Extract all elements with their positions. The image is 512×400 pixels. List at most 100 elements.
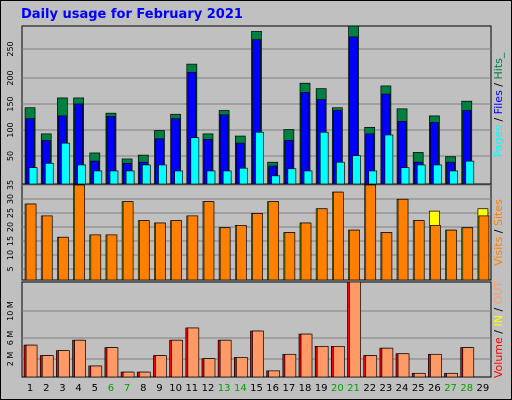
out-bar: [122, 371, 135, 378]
out-bar: [397, 353, 410, 378]
y-tick-label: 30: [6, 194, 15, 204]
visits-bar: [138, 220, 150, 281]
visits-bar: [381, 232, 393, 281]
legend-entry: Visits: [492, 236, 505, 265]
out-bar: [316, 346, 329, 378]
y-tick-label: 25: [6, 208, 15, 218]
pages-bar: [416, 164, 426, 185]
legend-entry: Hits: [492, 58, 505, 80]
day-label: 18: [299, 383, 312, 394]
out-bar: [430, 353, 442, 378]
day-label: 28: [460, 383, 473, 394]
legend: Pages / Files / Hits_: [492, 52, 505, 157]
day-label: 12: [202, 383, 215, 394]
day-label: 6: [108, 383, 114, 394]
y-tick-label: 200: [6, 70, 15, 85]
out-bar: [90, 365, 103, 378]
out-bar: [171, 339, 183, 378]
day-axis: 1 2 3 4 5 6 7 8 9 10 11 12 13 14 15 16 17 18 19 20 21 22 23 24 2…: [27, 383, 489, 394]
y-tick-label: 150: [6, 96, 15, 111]
pages-bar: [303, 170, 313, 185]
out-bar: [365, 355, 378, 378]
day-label: 10: [169, 383, 182, 394]
day-label: 14: [234, 383, 247, 394]
day-label: 13: [218, 383, 231, 394]
out-bar: [252, 330, 264, 378]
pages-bar: [93, 170, 103, 185]
pages-bar: [206, 170, 216, 185]
y-tick-label: 5: [6, 266, 15, 271]
pages-bar: [465, 160, 475, 185]
visits-bar: [187, 215, 199, 281]
visits-bar: [106, 234, 118, 281]
legend-entry: Files: [492, 90, 505, 114]
out-bar: [106, 347, 119, 378]
visits-bar: [478, 215, 490, 281]
pages-bar: [433, 164, 442, 185]
pages-bar: [190, 137, 200, 185]
day-label: 22: [363, 383, 376, 394]
visits-bar: [413, 220, 425, 281]
day-label: 9: [156, 383, 162, 394]
visits-bar: [122, 201, 134, 281]
pages-bar: [222, 170, 232, 185]
visits-bar: [74, 184, 85, 281]
visits-bar: [300, 222, 312, 281]
out-bar: [74, 339, 86, 378]
day-label: 29: [477, 383, 490, 394]
day-label: 21: [347, 383, 360, 394]
visits-bar: [235, 225, 247, 281]
y-tick-label: 6 M: [6, 331, 15, 346]
visits-bar: [397, 198, 409, 281]
pages-bar: [44, 162, 54, 185]
out-bar: [413, 372, 426, 378]
files-bar: [300, 92, 310, 185]
out-bar: [203, 358, 216, 378]
day-label: 8: [140, 383, 146, 394]
visits-bar: [25, 203, 37, 281]
visits-bar: [284, 232, 296, 281]
y-tick-label: 100: [6, 122, 15, 137]
day-label: 3: [59, 383, 65, 394]
day-label: 27: [444, 383, 457, 394]
out-bar: [333, 346, 345, 378]
visits-bar: [349, 229, 360, 281]
day-label: 20: [331, 383, 344, 394]
visits-bar: [90, 234, 102, 281]
out-bar: [138, 371, 151, 378]
visits-sites-panel: 5 10 15 20 25 30 35 Visits / Sites: [6, 180, 505, 281]
pages-bar: [368, 170, 378, 185]
legend-entry: OUT: [492, 281, 505, 305]
visits-bar: [203, 201, 215, 281]
chart-title: Daily usage for February 2021: [21, 7, 243, 22]
out-bar: [300, 333, 313, 378]
visits-bar: [430, 225, 441, 281]
y-tick-label: 35: [6, 180, 15, 190]
y-tick-label: 10: [6, 250, 15, 260]
y-tick-label: 50: [6, 151, 15, 161]
visits-bar: [219, 227, 231, 281]
out-bar: [284, 353, 297, 378]
pages-bar: [174, 170, 183, 185]
visits-bar: [462, 227, 474, 281]
day-label: 5: [92, 383, 98, 394]
legend: Volume / IN / OUT: [492, 281, 505, 379]
day-label: 25: [412, 383, 425, 394]
day-label: 1: [27, 383, 33, 394]
legend-entry: /: [492, 304, 505, 315]
day-label: 15: [250, 383, 263, 394]
legend-entry: Sites: [492, 199, 505, 226]
chart-panels: 50 100 150 200 250 Pages / Files / Hits_ 5 10 15…: [6, 25, 505, 379]
visits-bar: [252, 213, 263, 281]
y-tick-label: 250: [6, 41, 15, 56]
legend-entry: Pages: [492, 125, 505, 158]
pages-bar: [141, 164, 151, 185]
visits-bar: [41, 215, 53, 281]
visits-bar: [316, 208, 328, 281]
out-bar: [41, 355, 54, 378]
day-label: 19: [315, 383, 328, 394]
pages-files-hits-panel: 50 100 150 200 250 Pages / Files / Hits_: [6, 25, 505, 185]
out-bar: [219, 339, 232, 378]
out-bar: [235, 357, 248, 378]
